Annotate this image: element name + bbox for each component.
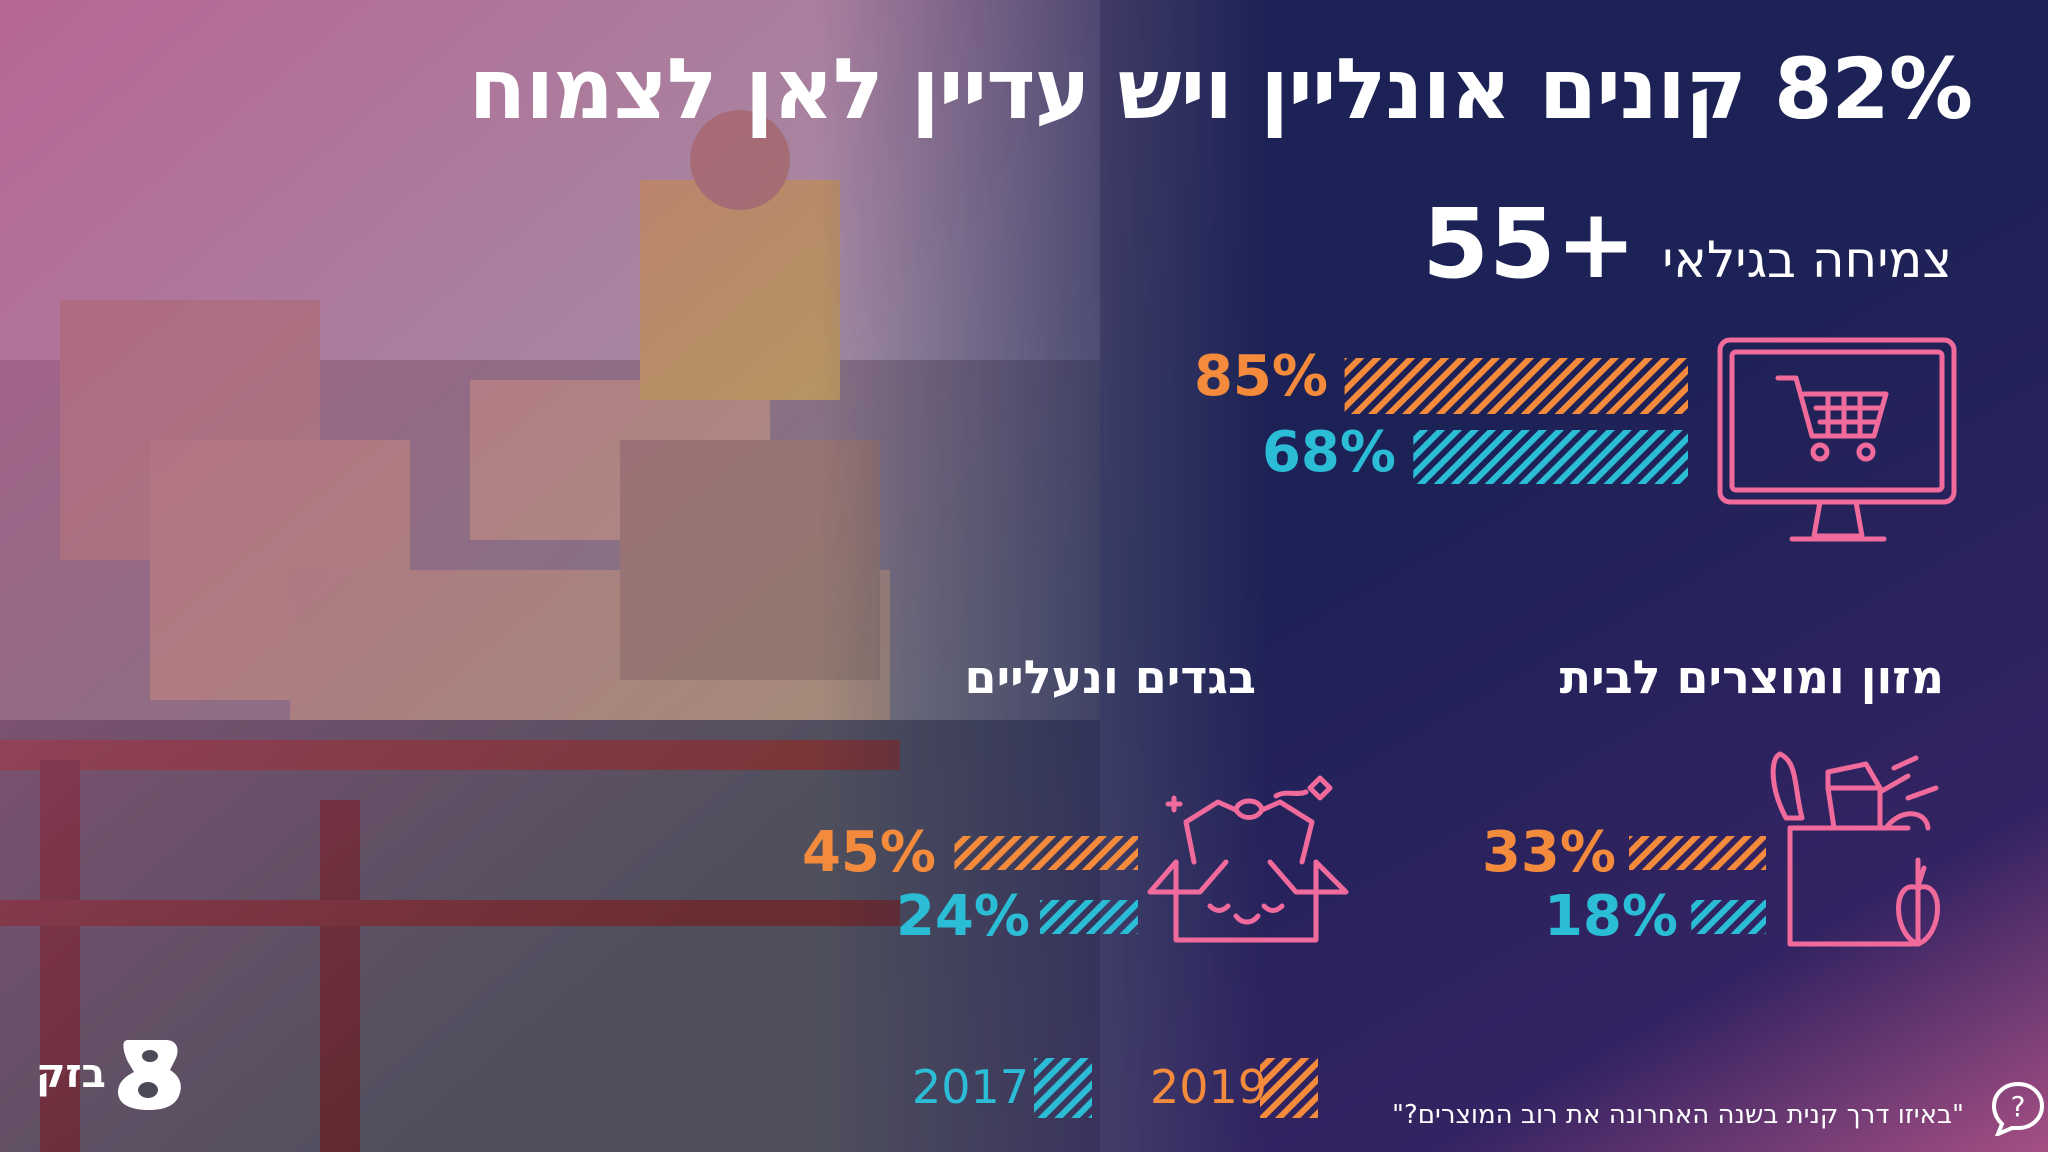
logo-text: בזק: [36, 1051, 106, 1097]
grocery-bag-icon: [1770, 751, 1940, 947]
legend-2017-label: 2017: [912, 1060, 1030, 1114]
food-category-title: מזון ומוצרים לבית: [1559, 650, 1944, 704]
clothing-box-icon: [1147, 775, 1349, 943]
online-2019-label: 85%: [1193, 344, 1328, 409]
page-title: 82% קונים אונליין ויש עדיין לאן לצמוח: [468, 40, 1973, 138]
clothes-category-title: בגדים ונעליים: [964, 650, 1256, 704]
monitor-shopping-cart-icon: [1717, 337, 1957, 542]
bezeq-8-logo-icon: [117, 1040, 181, 1110]
legend-2019-label: 2019: [1150, 1060, 1268, 1114]
svg-text:?: ?: [2011, 1090, 2026, 1123]
online-2017-label: 68%: [1261, 420, 1396, 485]
clothes-2019-label: 45%: [801, 820, 936, 885]
bezeq-logo: בזק: [36, 1036, 184, 1112]
subtitle-row: צמיחה בגילאי 55+: [1422, 196, 1952, 292]
food-2019-label: 33%: [1481, 820, 1616, 885]
survey-question-footnote: "באיזו דרך קנית בשנה האחרונה את רוב המוצ…: [1392, 1100, 1964, 1130]
subtitle-text: צמיחה בגילאי: [1662, 231, 1952, 289]
subtitle-age: 55+: [1422, 188, 1637, 300]
food-2017-label: 18%: [1543, 884, 1678, 949]
question-bubble-icon: ?: [1991, 1081, 2045, 1136]
clothes-2017-label: 24%: [895, 884, 1030, 949]
